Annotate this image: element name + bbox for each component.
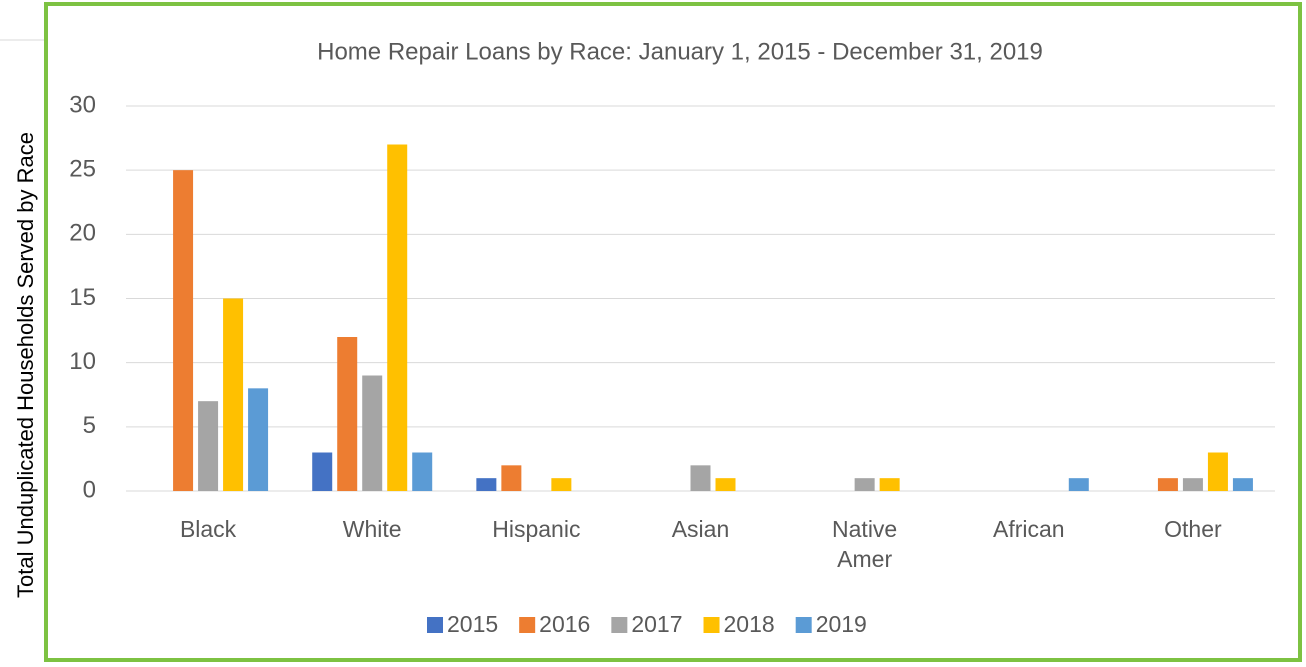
- bar: [1232, 478, 1253, 491]
- x-tick-label: White: [342, 516, 402, 542]
- bar: [1157, 478, 1178, 491]
- bar: [387, 144, 408, 491]
- y-tick-label: 20: [69, 220, 96, 247]
- legend-label: 2015: [447, 611, 498, 637]
- y-tick-label: 0: [83, 476, 96, 503]
- y-tick-label: 10: [69, 348, 96, 375]
- legend-swatch: [611, 617, 628, 633]
- bar: [879, 478, 900, 491]
- bar: [198, 401, 219, 491]
- bar: [501, 465, 522, 491]
- chart-title: Home Repair Loans by Race: January 1, 20…: [317, 38, 1043, 65]
- x-tick-label: Hispanic: [492, 516, 581, 542]
- x-tick-label: Native Amer: [832, 516, 898, 572]
- bar: [173, 170, 194, 491]
- bar: [715, 478, 736, 491]
- legend-swatch: [703, 617, 720, 633]
- bar: [854, 478, 875, 491]
- legend-label: 2019: [816, 611, 867, 637]
- y-tick-label: 30: [69, 91, 96, 118]
- bar: [223, 298, 244, 491]
- legend-swatch: [427, 617, 443, 633]
- x-tick-label: Black: [179, 516, 237, 542]
- bar: [1182, 478, 1203, 491]
- y-tick-label: 5: [83, 412, 96, 439]
- x-tick-label: Asian: [671, 516, 730, 542]
- legend-label: 2017: [631, 611, 682, 637]
- chart-border: [44, 2, 1302, 662]
- bar: [1068, 478, 1089, 491]
- legend-swatch: [795, 617, 812, 633]
- y-tick-label: 25: [69, 156, 96, 183]
- bar: [362, 375, 383, 491]
- legend-label: 2016: [539, 611, 590, 637]
- x-tick-label: Other: [1164, 516, 1222, 542]
- x-tick-label: African: [992, 516, 1065, 542]
- legend-swatch: [519, 617, 536, 633]
- bar: [551, 478, 572, 491]
- bar: [312, 452, 333, 491]
- bar: [476, 478, 497, 491]
- bar: [337, 337, 358, 491]
- bar: [248, 388, 269, 491]
- bar: [412, 452, 433, 491]
- y-tick-label: 15: [69, 284, 96, 311]
- bar: [1207, 452, 1228, 491]
- legend-label: 2018: [724, 611, 775, 637]
- y-axis-label: Total Unduplicated Households Served by …: [13, 132, 38, 598]
- bar: [690, 465, 711, 491]
